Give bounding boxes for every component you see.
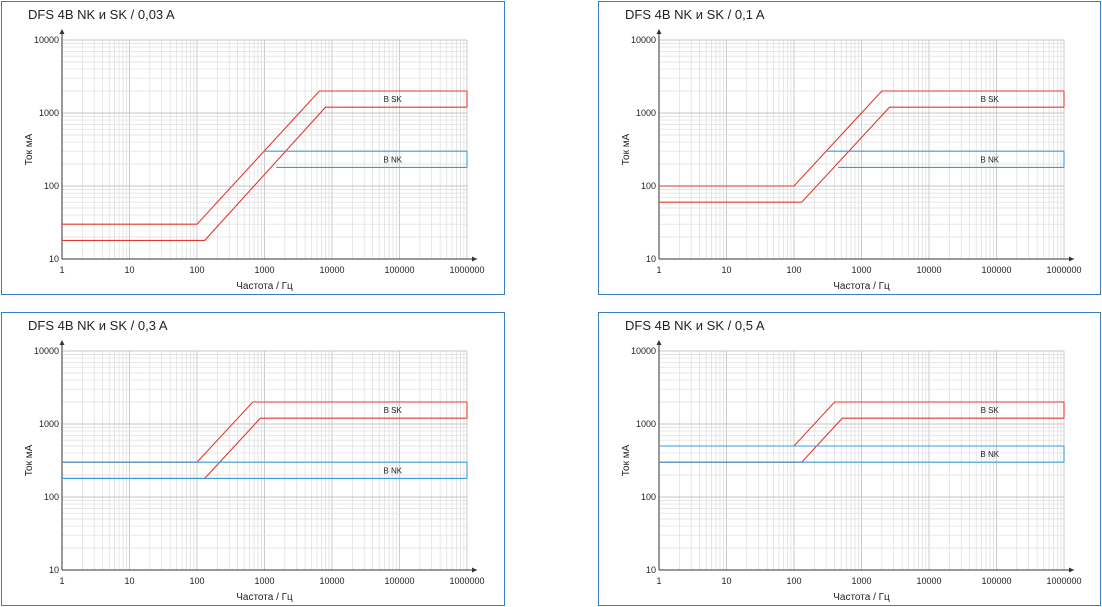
chart-title: DFS 4B NK и SK / 0,3 A — [28, 318, 168, 333]
x-tick-label: 100000 — [384, 265, 414, 275]
x-axis-arrow — [472, 256, 477, 262]
series-label: B SK — [981, 95, 1000, 104]
y-axis-label: Ток мА — [24, 133, 35, 165]
x-tick-label: 1 — [656, 576, 661, 586]
series-lower-line — [659, 106, 1064, 203]
series-upper-line — [659, 90, 1064, 187]
x-tick-label: 100 — [189, 576, 204, 586]
chart-panel-003a: DFS 4B NK и SK / 0,03 A 1 10 100 1000 10000 1… — [1, 1, 505, 295]
x-axis-arrow — [1069, 256, 1074, 262]
series-label: B NK — [383, 466, 402, 475]
y-tick-label: 10000 — [34, 346, 59, 356]
x-tick-label: 100000 — [981, 265, 1011, 275]
grid — [658, 39, 1065, 260]
x-axis-arrow — [1069, 567, 1074, 573]
x-tick-label: 1000 — [851, 576, 871, 586]
series-b-sk: B SK — [659, 90, 1065, 203]
y-tick-label: 10 — [646, 565, 656, 575]
x-tick-label: 1 — [59, 265, 64, 275]
x-tick-label: 100 — [189, 265, 204, 275]
x-tick-label: 1000000 — [1046, 576, 1081, 586]
y-tick-label: 100 — [641, 181, 656, 191]
x-axis-label: Частота / Гц — [833, 592, 890, 603]
x-tick-label: 10000 — [916, 265, 941, 275]
y-axis-label: Ток мА — [24, 444, 35, 476]
y-tick-label: 10 — [49, 254, 59, 264]
x-tick-label: 100 — [786, 576, 801, 586]
x-tick-label: 1000000 — [449, 265, 484, 275]
series-b-nk: B NK — [264, 150, 468, 168]
series-upper-line — [62, 90, 467, 225]
x-tick-label: 1 — [656, 265, 661, 275]
x-tick-label: 1000000 — [449, 576, 484, 586]
x-tick-label: 10 — [721, 576, 731, 586]
series-label: B SK — [384, 95, 403, 104]
x-axis-label: Частота / Гц — [236, 592, 293, 603]
chart-svg: 1 10 100 1000 10000 100000 1000000100001000100… — [24, 340, 485, 603]
x-tick-label: 10000 — [916, 576, 941, 586]
x-tick-label: 1000 — [254, 576, 274, 586]
x-tick-label: 10 — [124, 576, 134, 586]
x-tick-label: 100 — [786, 265, 801, 275]
x-tick-label: 100000 — [981, 576, 1011, 586]
y-axis-arrow — [656, 340, 662, 345]
y-tick-label: 10 — [646, 254, 656, 264]
y-tick-label: 100 — [44, 492, 59, 502]
x-axis-label: Частота / Гц — [236, 281, 293, 292]
chart-panel-03a: DFS 4B NK и SK / 0,3 A 1 10 100 1000 10000 10… — [1, 312, 505, 606]
chart-svg: 1 10 100 1000 10000 100000 1000000100001000100… — [621, 29, 1082, 292]
y-tick-label: 100 — [44, 181, 59, 191]
series-label: B SK — [981, 406, 1000, 415]
chart-svg: 1 10 100 1000 10000 100000 1000000100001000100… — [621, 340, 1082, 603]
y-axis-label: Ток мА — [621, 444, 632, 476]
series-label: B SK — [384, 406, 403, 415]
chart-title: DFS 4B NK и SK / 0,03 A — [28, 7, 175, 22]
series-label: B NK — [980, 155, 999, 164]
y-axis-label: Ток мА — [621, 133, 632, 165]
y-axis-arrow — [656, 29, 662, 34]
grid — [61, 39, 468, 260]
chart-svg: 1 10 100 1000 10000 100000 1000000100001000100… — [24, 29, 485, 292]
y-axis-arrow — [59, 340, 65, 345]
x-tick-label: 100000 — [384, 576, 414, 586]
x-tick-label: 10000 — [319, 576, 344, 586]
series-b-nk: B NK — [826, 150, 1065, 168]
series-b-nk: B NK — [62, 461, 468, 479]
y-tick-label: 100 — [641, 492, 656, 502]
y-tick-label: 1000 — [39, 108, 59, 118]
series-lower-line — [62, 106, 467, 241]
y-tick-label: 10 — [49, 565, 59, 575]
x-tick-label: 1000 — [851, 265, 871, 275]
y-tick-label: 10000 — [631, 346, 656, 356]
grid — [61, 350, 468, 571]
grid — [658, 350, 1065, 571]
x-axis-label: Частота / Гц — [833, 281, 890, 292]
x-tick-label: 10 — [124, 265, 134, 275]
x-tick-label: 10000 — [319, 265, 344, 275]
series-b-nk: B NK — [659, 445, 1065, 463]
x-tick-label: 10 — [721, 265, 731, 275]
x-tick-label: 1000 — [254, 265, 274, 275]
x-axis-arrow — [472, 567, 477, 573]
chart-title: DFS 4B NK и SK / 0,1 A — [625, 7, 765, 22]
x-tick-label: 1000000 — [1046, 265, 1081, 275]
y-tick-label: 10000 — [631, 35, 656, 45]
series-b-sk: B SK — [62, 90, 468, 241]
chart-panel-01a: DFS 4B NK и SK / 0,1 A 1 10 100 1000 10000 10… — [598, 1, 1101, 295]
series-label: B NK — [980, 450, 999, 459]
y-tick-label: 1000 — [636, 108, 656, 118]
y-tick-label: 10000 — [34, 35, 59, 45]
y-tick-label: 1000 — [39, 419, 59, 429]
y-tick-label: 1000 — [636, 419, 656, 429]
chart-panel-05a: DFS 4B NK и SK / 0,5 A 1 10 100 1000 10000 10… — [598, 312, 1101, 606]
chart-title: DFS 4B NK и SK / 0,5 A — [625, 318, 765, 333]
x-tick-label: 1 — [59, 576, 64, 586]
y-axis-arrow — [59, 29, 65, 34]
series-label: B NK — [383, 155, 402, 164]
